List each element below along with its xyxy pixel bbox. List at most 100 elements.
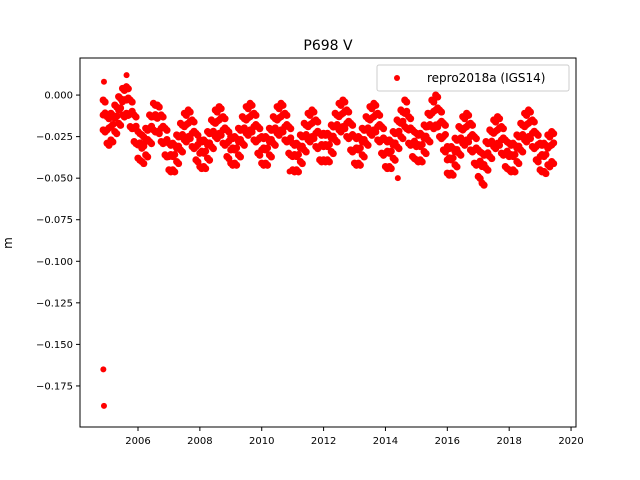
data-point — [488, 154, 496, 163]
data-point — [163, 126, 171, 134]
x-tick: 2010 — [249, 427, 274, 447]
x-tick-label: 2006 — [125, 436, 150, 447]
data-point — [550, 139, 558, 147]
legend-marker — [394, 75, 400, 81]
y-axis: 0.000 −0.025 −0.050 −0.075 −0.100 −0.125 −0.15… — [36, 91, 80, 392]
y-tick-label: −0.050 — [36, 174, 73, 185]
x-axis: 2006 2008 2010 2012 2014 2016 2018 2020 — [125, 427, 584, 447]
data-point — [128, 98, 136, 106]
data-point — [542, 169, 550, 178]
data-point — [171, 168, 179, 176]
y-tick: 0.000 — [44, 91, 80, 102]
data-point — [550, 159, 558, 168]
data-point — [101, 98, 109, 106]
data-point — [441, 131, 449, 139]
data-point — [449, 154, 457, 162]
data-point — [376, 111, 384, 119]
data-point — [418, 158, 426, 166]
data-point — [294, 150, 303, 159]
data-point — [499, 125, 507, 133]
data-point — [314, 118, 322, 126]
data-point — [279, 101, 287, 109]
data-point — [100, 402, 107, 409]
data-point — [205, 156, 214, 164]
data-point — [140, 159, 148, 168]
data-point — [379, 125, 388, 133]
x-tick: 2008 — [187, 427, 213, 447]
data-point — [116, 121, 125, 129]
data-point — [468, 121, 477, 129]
data-point — [209, 144, 217, 153]
x-tick: 2006 — [125, 427, 151, 447]
data-point — [395, 144, 403, 153]
legend-label: repro2018a (IGS14) — [427, 71, 545, 85]
data-point — [464, 111, 473, 119]
data-point — [263, 144, 272, 152]
y-tick: −0.050 — [36, 174, 80, 185]
data-point — [263, 161, 272, 169]
data-point — [526, 108, 535, 116]
plot-area — [99, 72, 558, 409]
data-point — [100, 366, 107, 373]
data-point — [360, 153, 368, 161]
data-point — [430, 98, 438, 106]
y-tick-label: −0.125 — [36, 298, 73, 309]
data-point — [202, 164, 210, 173]
chart-title: P698 V — [303, 38, 353, 54]
data-point — [171, 150, 179, 159]
data-point — [550, 130, 558, 138]
data-point — [403, 98, 411, 106]
y-tick: −0.175 — [36, 381, 80, 392]
data-point — [484, 166, 492, 174]
x-tick-label: 2008 — [187, 436, 212, 447]
data-point — [325, 140, 333, 149]
data-point — [124, 85, 132, 93]
legend-box — [376, 64, 570, 92]
data-point — [174, 159, 183, 168]
y-tick-label: −0.150 — [36, 340, 73, 351]
data-point — [426, 138, 434, 146]
data-point — [418, 140, 426, 149]
x-tick: 2016 — [435, 427, 460, 447]
data-point — [109, 138, 117, 146]
x-tick-label: 2012 — [311, 436, 336, 447]
data-point — [271, 141, 279, 149]
y-tick: −0.150 — [36, 340, 80, 351]
data-point — [190, 118, 198, 126]
data-point — [287, 125, 295, 133]
y-tick-label: −0.100 — [36, 257, 73, 268]
data-point — [302, 148, 310, 156]
data-point — [286, 168, 293, 175]
data-point — [511, 150, 519, 159]
axes-frame — [79, 57, 577, 428]
x-tick-label: 2016 — [435, 436, 460, 447]
data-point — [267, 153, 275, 161]
data-point — [519, 148, 527, 156]
data-point — [329, 149, 337, 158]
data-point — [159, 113, 167, 121]
data-point — [217, 105, 225, 113]
data-point — [123, 72, 130, 79]
data-point — [333, 138, 341, 146]
data-point — [453, 163, 461, 171]
data-point — [391, 156, 399, 164]
x-tick-label: 2014 — [373, 436, 398, 447]
data-point — [437, 108, 446, 116]
data-point — [449, 171, 457, 179]
data-point — [221, 115, 229, 123]
data-point — [406, 115, 415, 123]
data-point — [534, 131, 542, 139]
data-point — [515, 159, 523, 168]
data-point — [422, 149, 430, 158]
data-point — [310, 108, 318, 116]
data-point — [109, 121, 117, 129]
data-point — [144, 153, 152, 161]
y-tick-label: −0.075 — [36, 215, 73, 226]
data-point — [232, 161, 241, 169]
data-point — [345, 108, 353, 116]
data-point — [325, 158, 333, 166]
data-point — [132, 113, 140, 121]
x-tick: 2014 — [373, 427, 398, 447]
y-tick-label: −0.175 — [36, 381, 73, 392]
x-tick-label: 2018 — [496, 436, 521, 447]
